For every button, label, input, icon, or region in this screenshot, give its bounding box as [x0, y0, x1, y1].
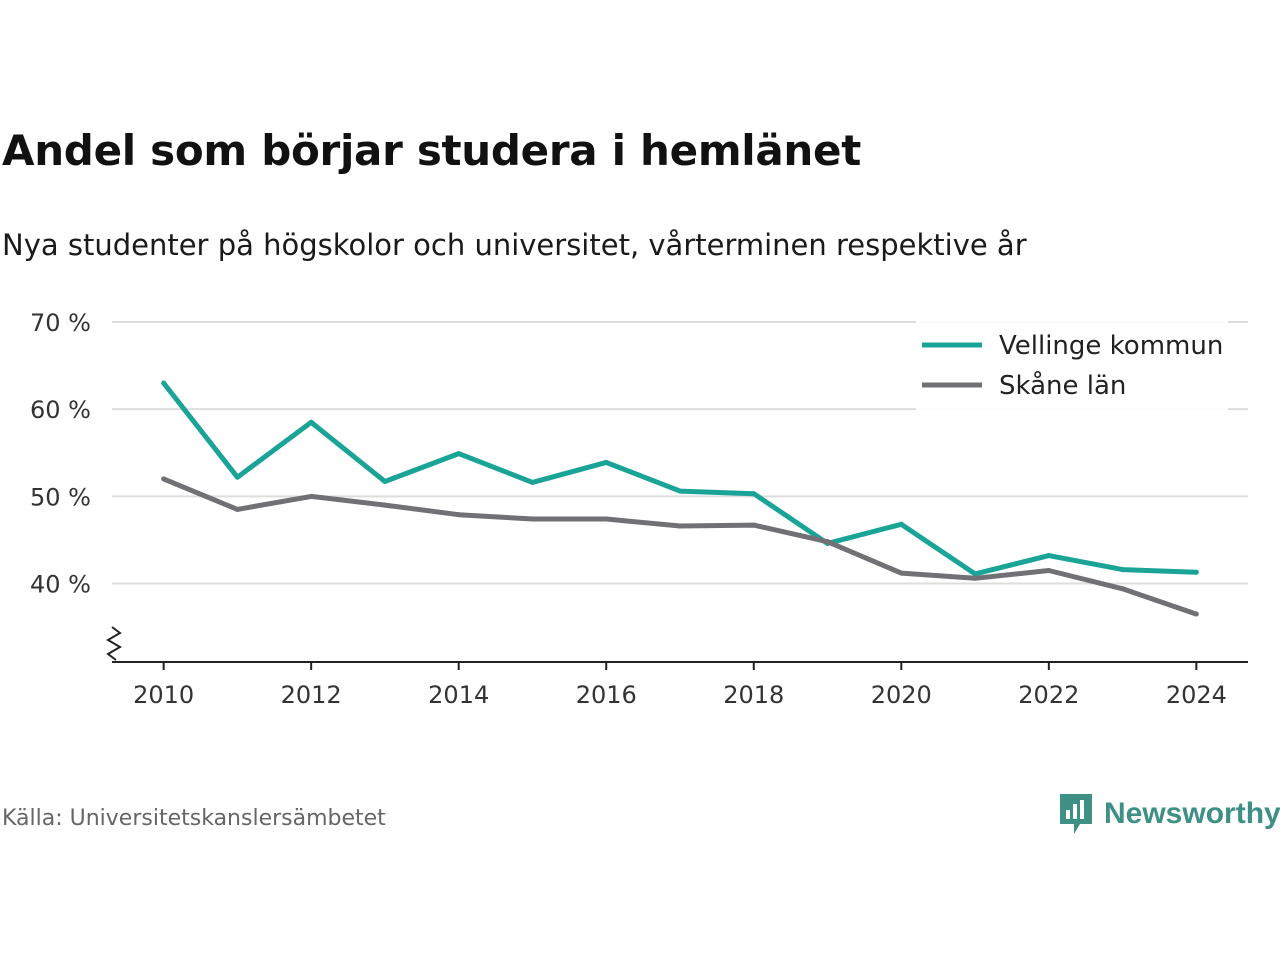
data-point: [529, 479, 535, 485]
data-point: [751, 522, 757, 528]
chart-subtitle: Nya studenter på högskolor och universit…: [2, 228, 1027, 262]
axis-break-icon: [106, 626, 122, 661]
data-point: [529, 516, 535, 522]
x-tick-label: 2018: [723, 681, 784, 709]
data-point: [1120, 567, 1126, 573]
legend-label: Vellinge kommun: [999, 331, 1223, 361]
data-point: [603, 459, 609, 465]
y-tick-label: 40 %: [30, 571, 91, 599]
data-point: [677, 488, 683, 494]
data-point: [898, 570, 904, 576]
data-point: [456, 451, 462, 457]
data-point: [603, 516, 609, 522]
y-tick-label: 70 %: [30, 309, 91, 337]
data-point: [972, 571, 978, 577]
data-point: [308, 493, 314, 499]
source-note: Källa: Universitetskanslersämbetet: [2, 806, 386, 831]
data-point: [161, 380, 167, 386]
data-point: [1120, 586, 1126, 592]
data-point: [308, 419, 314, 425]
data-point: [677, 523, 683, 529]
legend-label: Skåne län: [999, 370, 1126, 401]
x-tick-label: 2014: [428, 681, 489, 709]
data-point: [382, 502, 388, 508]
x-tick-label: 2012: [281, 681, 342, 709]
chart-title: Andel som börjar studera i hemlänet: [2, 126, 861, 175]
x-tick-label: 2010: [133, 681, 194, 709]
data-point: [234, 506, 240, 512]
x-tick-label: 2022: [1018, 681, 1079, 709]
data-point: [1193, 611, 1199, 617]
y-tick-label: 60 %: [30, 396, 91, 424]
data-point: [825, 539, 831, 545]
data-point: [1046, 553, 1052, 559]
y-tick-label: 50 %: [30, 483, 91, 511]
line-chart: 40 % 50 % 60 % 70 % 2010 2012 2014 2016 2018 2020…: [30, 309, 1248, 709]
data-point: [1046, 567, 1052, 573]
series-line-1: [162, 476, 1198, 617]
data-point: [382, 479, 388, 485]
data-point: [161, 476, 167, 482]
data-point: [751, 491, 757, 497]
data-point: [456, 512, 462, 518]
x-tick-label: 2016: [576, 681, 637, 709]
brand-name: Newsworthy: [1104, 797, 1280, 830]
data-point: [234, 474, 240, 480]
newsworthy-logo-icon: [1060, 794, 1092, 834]
data-point: [972, 575, 978, 581]
legend-box: [916, 320, 1228, 412]
data-point: [898, 521, 904, 527]
x-tick-label: 2020: [871, 681, 932, 709]
x-tick-label: 2024: [1166, 681, 1227, 709]
brand-logo: Newsworthy: [1058, 792, 1280, 836]
data-point: [1193, 569, 1199, 575]
